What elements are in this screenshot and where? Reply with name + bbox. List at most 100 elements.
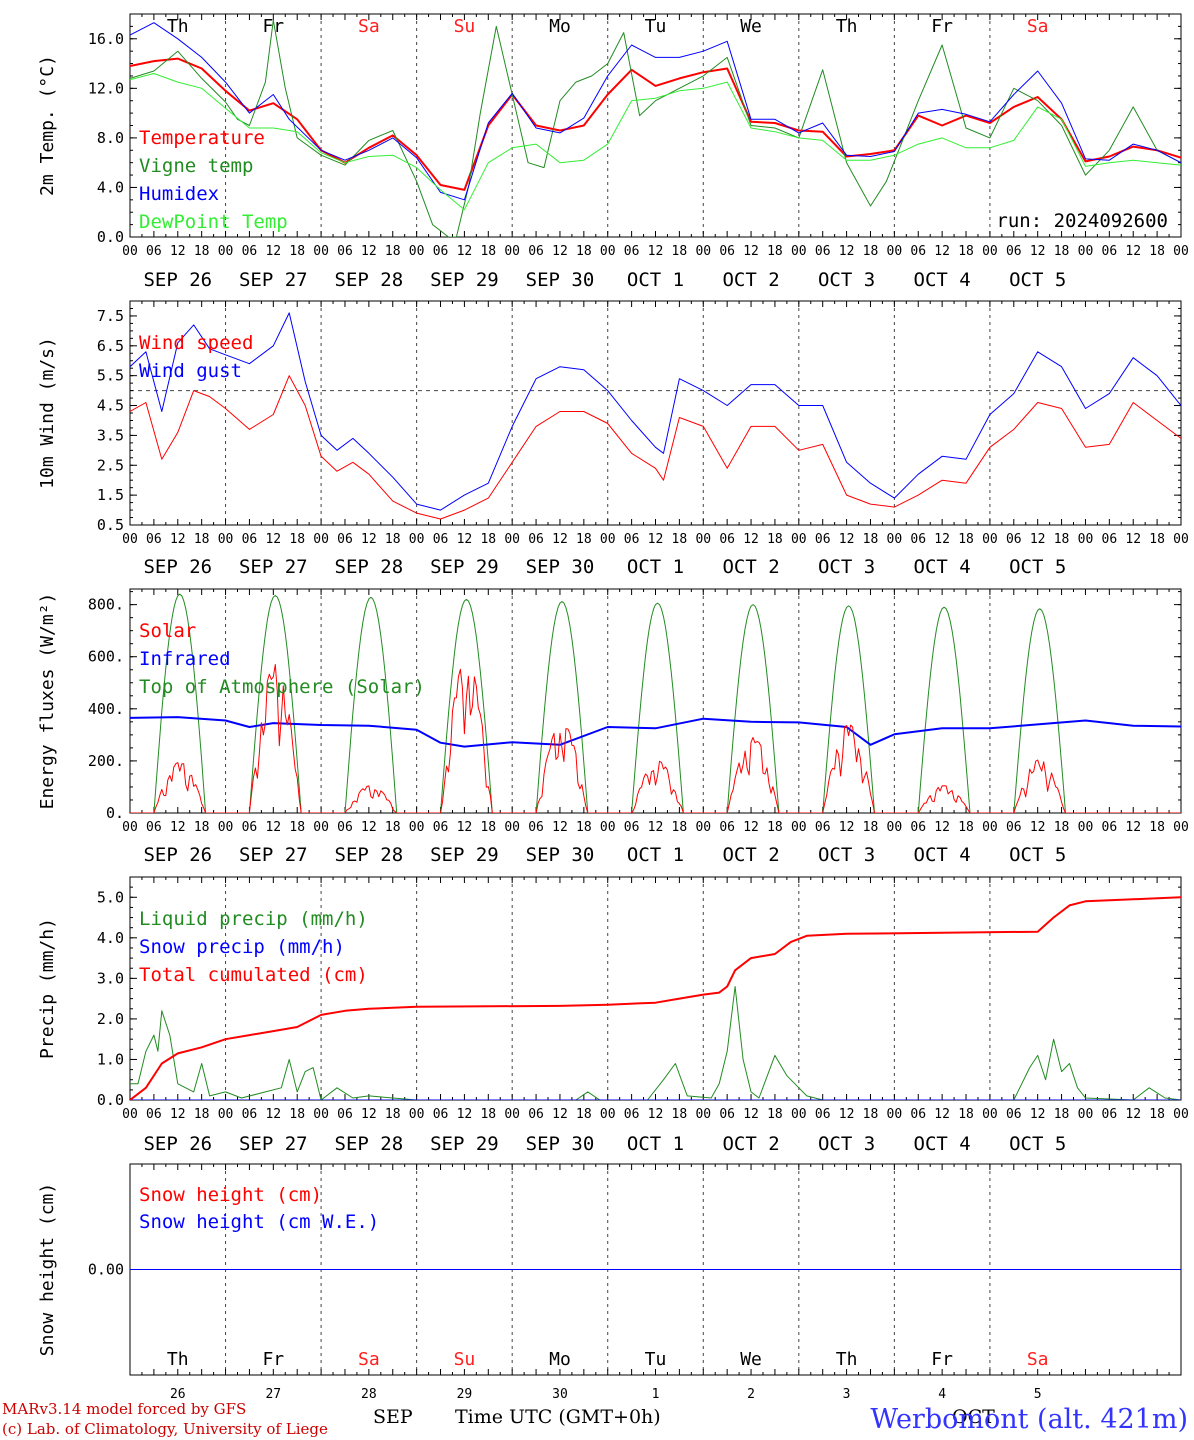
hour-tick-label: 12 xyxy=(1125,244,1141,259)
date-label: OCT 3 xyxy=(818,1133,875,1155)
hour-tick-label: 06 xyxy=(337,1107,353,1122)
hour-tick-label: 00 xyxy=(218,820,234,835)
legend-entry: Wind gust xyxy=(139,360,242,382)
hour-tick-label: 00 xyxy=(887,532,903,547)
hour-tick-label: 18 xyxy=(1149,820,1165,835)
day-of-week-label: Fr xyxy=(931,1349,953,1370)
hour-tick-label: 06 xyxy=(815,532,831,547)
date-label: OCT 5 xyxy=(1009,844,1066,866)
hour-tick-label: 12 xyxy=(170,532,186,547)
hour-tick-label: 12 xyxy=(648,532,664,547)
hour-tick-label: 00 xyxy=(791,820,807,835)
run-annotation: run: 2024092600 xyxy=(996,210,1168,232)
hour-tick-label: 00 xyxy=(409,1107,425,1122)
date-label: SEP 29 xyxy=(430,1133,499,1155)
day-of-week-label: Tu xyxy=(645,16,667,37)
date-label: OCT 3 xyxy=(818,269,875,291)
hour-tick-label: 00 xyxy=(600,820,616,835)
legend-entry: Top of Atmosphere (Solar) xyxy=(139,676,425,698)
hour-tick-label: 06 xyxy=(242,820,258,835)
date-label: OCT 3 xyxy=(818,844,875,866)
plot-frame xyxy=(129,300,1182,526)
hour-tick-label: 06 xyxy=(146,820,162,835)
hour-tick-label: 18 xyxy=(576,244,592,259)
hour-tick-label: 12 xyxy=(839,532,855,547)
hour-tick-label: 06 xyxy=(337,820,353,835)
hour-tick-label: 12 xyxy=(265,820,281,835)
legend-entry: DewPoint Temp xyxy=(139,211,288,233)
hour-tick-label: 12 xyxy=(552,1107,568,1122)
day-number-label: 2 xyxy=(747,1387,755,1402)
y-tick-label: 3.0 xyxy=(97,969,124,987)
date-label: OCT 4 xyxy=(914,1133,971,1155)
hour-tick-label: 00 xyxy=(504,820,520,835)
legend-entry: Liquid precip (mm/h) xyxy=(139,908,368,930)
hour-tick-label: 12 xyxy=(1125,532,1141,547)
hour-tick-label: 06 xyxy=(815,244,831,259)
hour-tick-label: 12 xyxy=(265,244,281,259)
date-label: SEP 29 xyxy=(430,556,499,578)
hour-tick-label: 12 xyxy=(265,1107,281,1122)
hour-tick-label: 18 xyxy=(385,820,401,835)
hour-tick-label: 00 xyxy=(695,820,711,835)
hour-tick-label: 12 xyxy=(839,244,855,259)
date-label: OCT 5 xyxy=(1009,556,1066,578)
date-label: SEP 30 xyxy=(526,1133,595,1155)
day-number-label: 1 xyxy=(652,1387,660,1402)
hour-tick-label: 00 xyxy=(1078,244,1094,259)
hour-tick-label: 18 xyxy=(576,820,592,835)
hour-tick-label: 06 xyxy=(624,820,640,835)
day-of-week-label: Th xyxy=(836,16,858,37)
hour-tick-label: 06 xyxy=(1006,244,1022,259)
day-of-week-label: Su xyxy=(454,1349,476,1370)
y-tick-label: 2.5 xyxy=(97,456,124,474)
hour-tick-label: 12 xyxy=(361,1107,377,1122)
day-number-label: 28 xyxy=(361,1387,377,1402)
date-label: OCT 2 xyxy=(722,269,779,291)
hour-tick-label: 00 xyxy=(409,244,425,259)
y-tick-label: 8.0 xyxy=(97,129,124,147)
hour-tick-label: 00 xyxy=(122,532,138,547)
hour-tick-label: 00 xyxy=(982,532,998,547)
date-label: SEP 29 xyxy=(430,269,499,291)
hour-tick-label: 12 xyxy=(361,244,377,259)
hour-tick-label: 00 xyxy=(695,532,711,547)
footer: MARv3.14 model forced by GFS (c) Lab. of… xyxy=(2,1400,1188,1438)
hour-tick-label: 00 xyxy=(313,244,329,259)
date-label: SEP 27 xyxy=(239,269,308,291)
hour-tick-label: 18 xyxy=(289,1107,305,1122)
hour-tick-label: 12 xyxy=(170,244,186,259)
hour-tick-label: 06 xyxy=(1102,244,1118,259)
month-label-sep: SEP xyxy=(373,1406,413,1428)
hour-tick-label: 00 xyxy=(1173,532,1189,547)
date-label: SEP 27 xyxy=(239,556,308,578)
y-tick-label: 400. xyxy=(88,700,124,718)
y-tick-label: 4.0 xyxy=(97,178,124,196)
date-label: SEP 30 xyxy=(526,844,595,866)
hour-tick-label: 00 xyxy=(982,1107,998,1122)
hour-tick-label: 06 xyxy=(1102,1107,1118,1122)
y-tick-label: 0.0 xyxy=(97,228,124,246)
date-label: SEP 30 xyxy=(526,556,595,578)
hour-tick-label: 18 xyxy=(863,244,879,259)
hour-tick-label: 06 xyxy=(719,1107,735,1122)
y-tick-label: 2.0 xyxy=(97,1010,124,1028)
hour-tick-label: 00 xyxy=(791,1107,807,1122)
date-label: SEP 26 xyxy=(143,844,212,866)
hour-tick-label: 18 xyxy=(1149,1107,1165,1122)
day-of-week-label: We xyxy=(740,1349,762,1370)
date-label: OCT 4 xyxy=(914,844,971,866)
panel-3: 0. 200. 400. 600. 800. Energy fluxes (W/m²) 00… xyxy=(37,588,1189,866)
y-tick-label: 0. xyxy=(106,804,124,822)
hour-tick-label: 18 xyxy=(958,820,974,835)
date-label: OCT 1 xyxy=(627,844,684,866)
hour-tick-label: 18 xyxy=(289,244,305,259)
hour-tick-label: 00 xyxy=(122,820,138,835)
hour-tick-label: 12 xyxy=(457,244,473,259)
day-of-week-label: Th xyxy=(167,16,189,37)
hour-tick-label: 06 xyxy=(242,1107,258,1122)
month-label-oct: OCT xyxy=(952,1406,995,1428)
day-of-week-label: Sa xyxy=(358,1349,380,1370)
y-tick-label: 7.5 xyxy=(97,307,124,325)
date-label: OCT 4 xyxy=(914,269,971,291)
